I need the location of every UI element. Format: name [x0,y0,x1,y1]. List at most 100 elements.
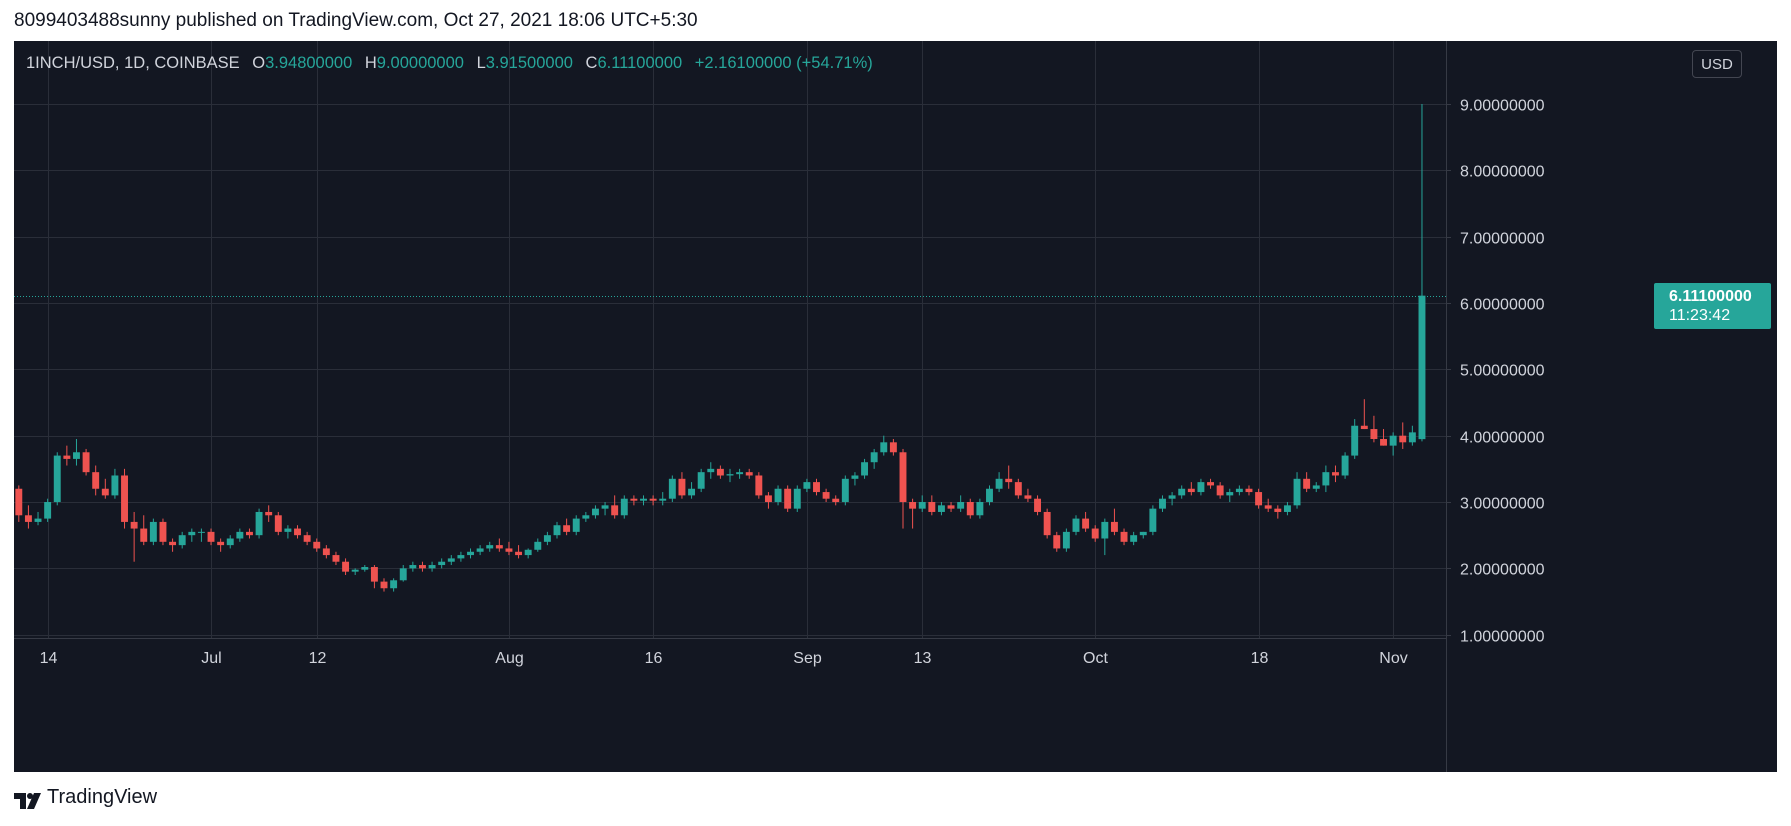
candle [1264,498,1272,512]
candle [82,448,90,476]
candle [726,468,734,483]
candle-body [351,569,359,572]
candle-body [140,528,148,542]
candle-body [563,525,571,532]
candle [966,498,974,519]
candle-body [428,565,436,569]
candle [1130,531,1138,546]
candle [1235,485,1243,496]
candle [620,495,628,519]
candle-body [1120,531,1128,542]
candle-body [390,580,398,589]
candle-body [1130,535,1138,542]
candle [380,578,388,592]
candle [255,508,263,539]
candle [24,505,32,529]
candle [15,485,23,522]
candle-body [928,502,936,512]
candle-body [1014,482,1022,496]
chart-pane[interactable]: 1.00000000 2.00000000 3.00000000 4.00000000… [14,41,1777,772]
candle [121,468,128,529]
candle-body [640,498,647,501]
candle-body [1341,455,1349,476]
candle [611,495,619,519]
candle [986,485,993,506]
candle-body [73,452,80,459]
candle [774,485,782,506]
candle [707,462,715,479]
candle [438,558,446,569]
open-label: O [252,54,266,72]
candle-body [1072,518,1080,532]
symbol-label[interactable]: 1INCH/USD, 1D, COINBASE [26,54,240,72]
candle [1024,488,1032,503]
candle [428,561,436,572]
candle-body [34,518,42,522]
candle-body [678,478,686,496]
candle-body [668,478,676,499]
candle [688,482,696,499]
time-axis[interactable]: 14 Jul 12 Aug 16 Sep 13 Oct 18 Nov [40,650,1408,667]
candle-body [1149,508,1157,532]
y-tick-label: 7.00000000 [1460,231,1545,248]
candle-body [1245,488,1253,493]
candle [947,502,955,512]
candle-body [476,548,484,552]
high-label: H [364,54,377,72]
candle [1005,465,1013,489]
candle [1110,508,1118,536]
candle [1332,465,1339,483]
candle-body [1389,435,1397,446]
currency-button[interactable]: USD [1692,50,1742,78]
x-tick-label: Jul [201,650,221,667]
candle-body [582,515,590,519]
candle [409,561,417,572]
candle [1091,525,1099,542]
candle [370,565,378,589]
candle [246,528,253,539]
candle [1245,485,1253,496]
x-tick-label: Aug [495,650,523,667]
candle-body [1178,488,1186,496]
candle [197,528,205,542]
candle [236,528,244,542]
candle [1120,528,1128,546]
candle-body [1005,478,1013,483]
candle-body [274,515,282,532]
candle-body [822,492,830,499]
candle-body [1322,472,1330,486]
candle [909,498,917,529]
candle-body [418,565,426,569]
candle-body [995,478,1003,489]
candle [217,538,225,552]
candle [351,568,359,575]
candle-body [399,568,407,581]
candle-body [784,488,792,509]
candle-body [947,505,955,509]
candle-body [1034,498,1042,512]
candle-body [1101,521,1109,539]
brand-name[interactable]: TradingView [47,786,158,808]
candle-body [265,511,273,516]
tradingview-logo-icon [14,793,41,809]
candle-body [130,521,138,529]
candle-body [380,581,388,589]
price-chart[interactable]: 1.00000000 2.00000000 3.00000000 4.00000000… [14,41,1777,772]
candle [1399,422,1407,449]
candle-body [303,535,311,542]
candle [832,495,840,506]
candle-body [236,531,244,539]
candle-body [649,498,657,501]
candle-body [1370,429,1378,439]
candle [1082,511,1090,532]
candle-body [803,482,811,489]
candle [899,448,907,529]
candle [486,541,494,552]
price-axis[interactable]: 1.00000000 2.00000000 3.00000000 4.00000000… [1446,98,1545,646]
candle [745,468,753,479]
candle [34,511,42,526]
candle [1322,465,1330,493]
candle-body [707,468,715,473]
candle [1149,505,1157,536]
candle-body [505,548,513,552]
